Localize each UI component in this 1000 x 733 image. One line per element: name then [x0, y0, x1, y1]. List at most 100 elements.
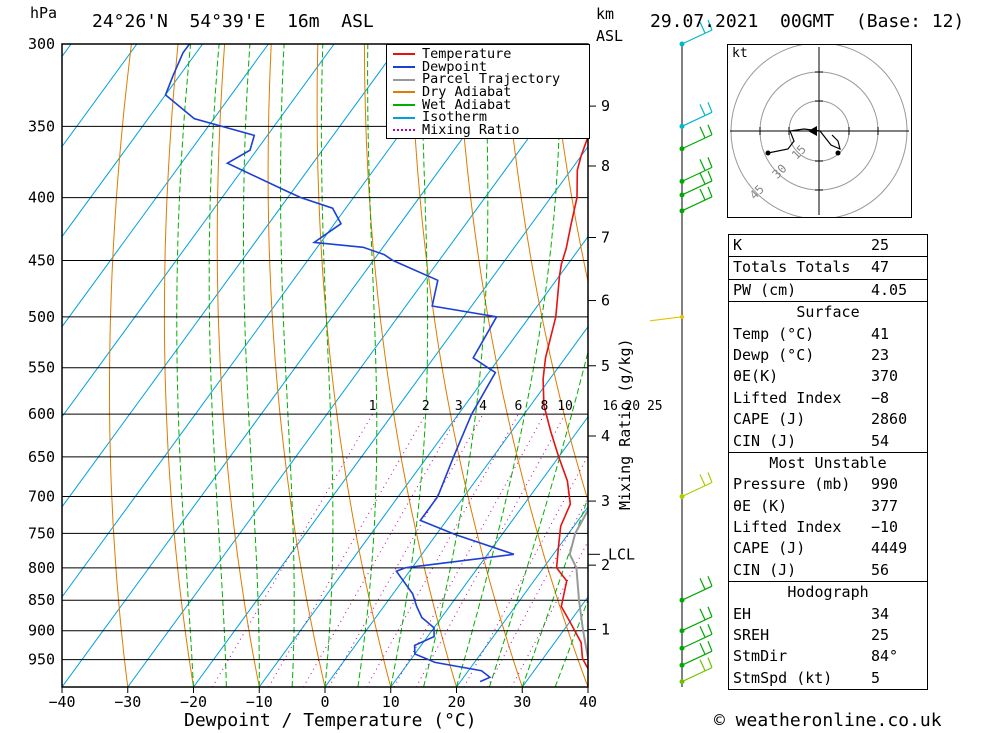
- wet-adiabat: [390, 44, 429, 687]
- storm-motion-arrow: [808, 126, 817, 136]
- mixing-ratio-label: 8: [540, 399, 548, 414]
- legend-swatch: [393, 91, 415, 94]
- mixing-ratio-label: 16: [602, 399, 618, 414]
- mixing-ratio-line: [302, 413, 460, 687]
- pressure-label: 700: [28, 488, 55, 506]
- mixing-ratio-label: 1: [369, 399, 377, 414]
- legend-swatch: [393, 53, 415, 56]
- copyright-link[interactable]: © weatheronline.co.uk: [714, 710, 942, 731]
- km-label: 6: [601, 292, 610, 310]
- asl-label: ASL: [596, 27, 624, 45]
- x-tick-label: 30: [513, 693, 531, 711]
- x-tick-label: −10: [246, 693, 273, 711]
- legend-label: Isotherm: [422, 109, 488, 126]
- isotherm-line: [62, 44, 335, 418]
- parcel-trajectory-line: [568, 508, 588, 662]
- mixing-ratio-line: [268, 413, 427, 687]
- surface-title: Surface: [796, 303, 860, 322]
- mixing-ratio-label: 10: [557, 399, 573, 414]
- wind-barb: [681, 640, 713, 666]
- hpa-label: hPa: [30, 4, 58, 22]
- wet-adiabat: [176, 44, 194, 687]
- pw-row: PW (cm) 4.05: [729, 278, 927, 303]
- km-label: 2: [601, 556, 610, 574]
- legend-swatch: [393, 66, 415, 69]
- isotherm-line: [456, 506, 588, 687]
- isotherm-line: [390, 415, 588, 687]
- wind-barb: [681, 624, 713, 649]
- x-tick-label: 40: [579, 693, 597, 711]
- hodograph-section: Hodograph EH 34 SREH 25 StmDir 84° StmSpd (…: [729, 582, 927, 691]
- legend-item: Dewpoint: [387, 58, 589, 75]
- wet-adiabat: [279, 44, 295, 687]
- legend-item: Isotherm: [387, 111, 589, 124]
- wind-barb-dot: [680, 314, 684, 319]
- wind-barb: [681, 186, 713, 212]
- plot-frame: [61, 43, 589, 688]
- isotherm-line: [62, 44, 138, 148]
- hodograph-panel: kt 15 30 45: [727, 44, 912, 218]
- isotherm-line: [127, 55, 588, 687]
- legend-label: Parcel Trajectory: [422, 71, 561, 88]
- isotherm-line: [193, 145, 588, 687]
- wind-barb: [681, 606, 713, 632]
- pressure-label: 600: [28, 405, 55, 423]
- datetime-title: 29.07.2021 00GMT (Base: 12): [650, 11, 965, 32]
- mixing-ratio-axis-label: Mixing Ratio (g/kg): [616, 338, 634, 510]
- pressure-label: 750: [28, 524, 55, 542]
- ring-label-15: 15: [789, 142, 809, 162]
- pressure-label: 850: [28, 591, 55, 609]
- x-tick-label: −30: [114, 693, 141, 711]
- x-axis-label: Dewpoint / Temperature (°C): [184, 710, 477, 731]
- km-label: 5: [601, 357, 610, 375]
- pressure-label: 650: [28, 448, 55, 466]
- dry-adiabat: [924, 44, 1000, 687]
- mixing-ratio-label: 6: [514, 399, 522, 414]
- dry-adiabat: [970, 44, 1000, 687]
- mixing-ratio-label: 4: [479, 399, 487, 414]
- hodograph-title: Hodograph: [787, 583, 869, 602]
- pressure-label: 800: [28, 559, 55, 577]
- wind-barb: [649, 316, 683, 322]
- dry-adiabat: [316, 44, 392, 687]
- legend-item: Mixing Ratio: [387, 124, 589, 137]
- km-label: 8: [601, 157, 610, 175]
- dewpoint-line: [164, 44, 515, 683]
- mixing-ratio-line: [366, 413, 519, 687]
- legend-item: Parcel Trajectory: [387, 73, 589, 86]
- legend-item: Dry Adiabat: [387, 85, 589, 99]
- legend-label: Dewpoint: [422, 58, 488, 75]
- wet-adiabat: [243, 44, 260, 687]
- most-unstable-title: Most Unstable: [769, 453, 887, 472]
- pressure-label: 300: [28, 35, 55, 53]
- legend-swatch: [393, 78, 415, 81]
- legend-item: Wet Adiabat: [387, 96, 589, 113]
- legend-label: Mixing Ratio: [422, 122, 520, 139]
- legend: Temperature Dewpoint Parcel Trajectory Dry …: [386, 44, 590, 139]
- pressure-label: 550: [28, 359, 55, 377]
- x-tick-label: 0: [320, 693, 329, 711]
- ring-label-30: 30: [770, 161, 790, 181]
- location-title: 24°26'N 54°39'E 16m ASL: [92, 11, 374, 32]
- isotherm-line: [62, 44, 467, 598]
- isotherm-line: [62, 44, 401, 508]
- isotherm-line: [62, 44, 204, 238]
- wind-barb: [681, 575, 713, 601]
- pressure-label: 350: [28, 117, 55, 135]
- km-label: 9: [601, 97, 610, 115]
- isotherm-line: [62, 44, 532, 687]
- hodograph-unit: kt: [732, 46, 748, 61]
- legend-label: Temperature: [422, 46, 512, 62]
- x-tick-label: 10: [382, 693, 400, 711]
- wet-adiabat: [423, 44, 489, 687]
- mixing-ratio-line: [415, 413, 566, 687]
- dry-adiabat: [163, 44, 194, 687]
- dry-adiabat: [109, 44, 132, 687]
- mixing-ratio-label: 3: [455, 399, 463, 414]
- legend-label: Wet Adiabat: [422, 96, 512, 113]
- wet-adiabat: [357, 44, 378, 687]
- dry-adiabat: [550, 44, 588, 284]
- isotherm-line: [258, 235, 588, 687]
- legend-swatch: [393, 116, 415, 119]
